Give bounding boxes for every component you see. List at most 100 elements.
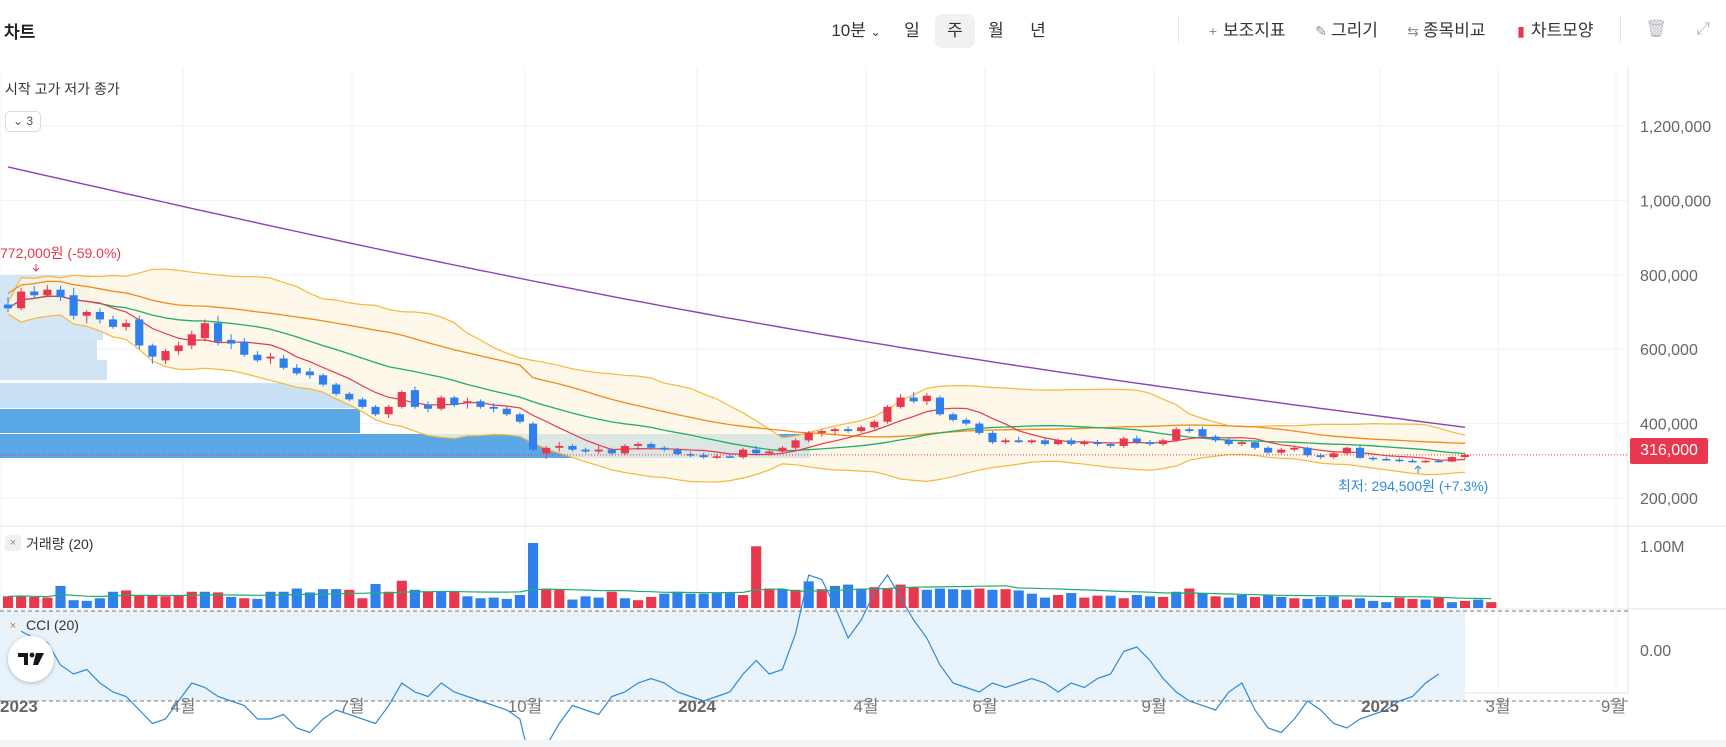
candle-body: [43, 289, 52, 296]
tab-week[interactable]: 주: [935, 14, 975, 48]
max-marker-arrow: [32, 264, 40, 272]
legend-collapse-button[interactable]: ⌄ 3: [5, 111, 41, 132]
candle-body: [227, 339, 236, 344]
volume-bar: [619, 598, 630, 608]
close-icon[interactable]: ×: [5, 618, 21, 634]
candle-body: [935, 397, 945, 415]
candle-body: [1369, 457, 1378, 460]
volume-bar: [606, 591, 617, 608]
volume-bar: [317, 589, 329, 608]
volume-bar: [580, 596, 591, 608]
price-chart[interactable]: 1,200,000 1,000,000 800,000 600,000 400,000 2…: [0, 56, 1726, 740]
candle-body: [135, 319, 144, 346]
volume-bar: [1289, 598, 1300, 608]
indicators-button[interactable]: + 보조지표: [1205, 14, 1286, 48]
x-tick-label: 4월: [853, 697, 878, 716]
volume-bar: [777, 589, 788, 608]
candle-body: [30, 291, 39, 296]
y-tick-label: 800,000: [1640, 268, 1698, 285]
volume-bar: [370, 583, 381, 608]
volume-bar: [974, 588, 985, 608]
volume-bar: [1368, 600, 1379, 608]
tab-year[interactable]: 년: [1030, 21, 1046, 40]
candle-body: [1080, 442, 1089, 445]
candle-body: [1001, 440, 1010, 443]
volume-bar: [856, 588, 867, 608]
volume-bar: [567, 599, 578, 608]
candle-body: [1237, 442, 1246, 445]
ma120-line: [7, 166, 1466, 428]
cci-tick-label: 0.00: [1640, 643, 1671, 660]
tab-month[interactable]: 월: [988, 21, 1004, 40]
volume-bar: [55, 585, 66, 608]
candle-body: [1224, 440, 1233, 445]
volume-bar: [1394, 597, 1405, 608]
volume-bar: [212, 592, 224, 608]
candle-body: [542, 447, 551, 454]
volume-bar: [908, 587, 919, 608]
candle-body: [633, 444, 643, 446]
toolbar-divider: [1620, 16, 1621, 42]
volume-bar: [816, 589, 827, 608]
min-marker-arrow: [1414, 465, 1422, 473]
trash-icon[interactable]: 🗑: [1645, 19, 1667, 38]
interval-dropdown[interactable]: 10분 ⌄: [828, 14, 884, 48]
candle-body: [476, 401, 485, 407]
volume-bar: [1302, 598, 1313, 608]
candle-body: [909, 397, 918, 402]
current-price-badge: 316,000: [1630, 438, 1708, 464]
candle-body: [1316, 455, 1325, 458]
volume-bar: [278, 591, 289, 608]
candle-body: [620, 445, 629, 454]
volume-bar: [869, 587, 880, 608]
candle-body: [725, 456, 735, 458]
volume-bar: [1486, 602, 1497, 608]
min-price-annotation: 최저: 294,500원 (+7.3%): [1338, 478, 1489, 494]
candle-body: [108, 319, 118, 327]
candle-body: [1460, 454, 1470, 458]
candle-body: [279, 358, 288, 368]
volume-bar: [265, 591, 276, 608]
candle-body: [1172, 429, 1181, 441]
tradingview-logo[interactable]: [8, 636, 54, 682]
candle-body: [738, 449, 748, 458]
x-tick-label: 10월: [508, 697, 543, 716]
volume-bar: [1131, 595, 1142, 608]
draw-button[interactable]: ✎ 그리기: [1313, 14, 1378, 48]
candle-body: [1027, 440, 1036, 443]
x-tick-label: 2023: [0, 697, 38, 716]
volume-bar: [1118, 598, 1129, 608]
cci-band: [0, 611, 1465, 701]
candle-body: [148, 345, 157, 357]
candle-body: [463, 401, 472, 404]
volume-bar: [711, 593, 722, 608]
volume-bar: [1381, 602, 1392, 608]
volume-bar: [160, 596, 171, 608]
tab-day[interactable]: 일: [904, 21, 920, 40]
volume-bar: [646, 596, 657, 608]
expand-icon[interactable]: ⤢: [1696, 19, 1710, 38]
bollinger-band-fill: [8, 269, 1465, 482]
candle-body: [922, 395, 931, 402]
volume-bar: [541, 588, 552, 608]
compare-button[interactable]: ⇆ 종목비교: [1405, 14, 1485, 48]
chart-style-button[interactable]: ▮ 차트모양: [1513, 14, 1593, 48]
volume-bar: [68, 600, 79, 608]
candle-body: [187, 334, 196, 346]
candle-body: [962, 419, 971, 424]
volume-bar: [1249, 596, 1261, 608]
candle-body: [292, 367, 301, 374]
candle-body: [568, 445, 577, 450]
volume-bar: [344, 589, 355, 608]
volume-bar: [2, 596, 14, 608]
candle-body: [1119, 438, 1128, 446]
volume-bar: [829, 585, 841, 608]
candle-body: [870, 421, 879, 428]
close-icon[interactable]: ×: [5, 535, 21, 551]
volume-bar: [1236, 595, 1247, 608]
volume-bar: [1315, 596, 1326, 608]
volume-bar: [1420, 599, 1431, 608]
interval-label: 10분: [831, 21, 866, 40]
candle-body: [3, 304, 13, 309]
volume-bar: [1079, 597, 1090, 608]
